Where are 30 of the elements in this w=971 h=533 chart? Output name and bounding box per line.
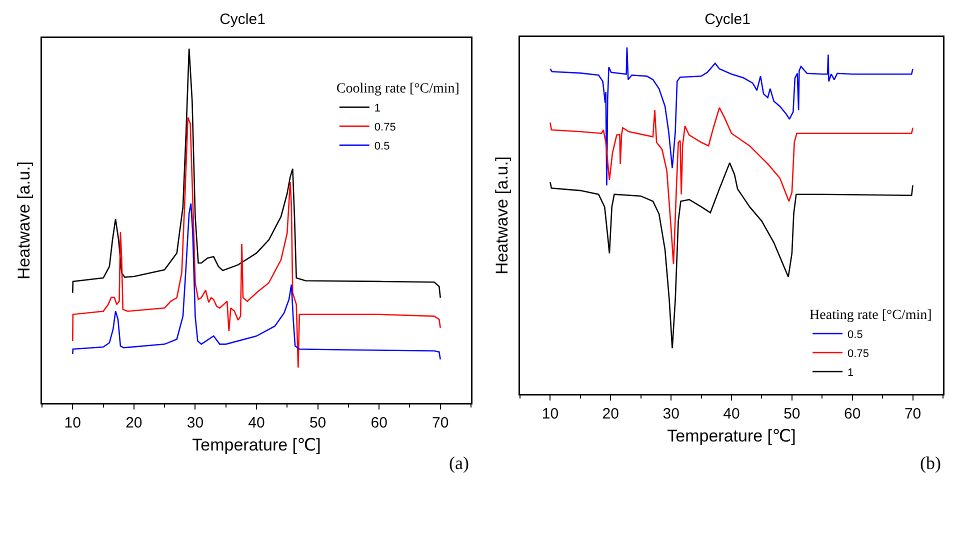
x-tick-label: 50	[784, 405, 800, 422]
text: (a)	[449, 453, 469, 473]
text: (b)	[920, 453, 941, 473]
x-axis-title: Temperature [℃]	[667, 426, 796, 446]
x-tick-label: 40	[248, 414, 265, 432]
x-tick-label: 50	[309, 414, 326, 432]
legend-label: 1	[848, 366, 854, 379]
legend-label: 0.75	[374, 121, 396, 134]
legend-title: Heating rate [°C/min]	[810, 308, 932, 324]
legend-label: 1	[374, 102, 381, 114]
x-axis-title: Temperature [℃]	[192, 436, 321, 455]
x-tick-label: 70	[432, 414, 449, 432]
x-tick-label: 40	[723, 405, 740, 422]
x-tick-label: 30	[186, 414, 204, 432]
y-axis-title: Heatwave [a.u.]	[14, 161, 34, 280]
legend-label: 0.5	[374, 140, 390, 152]
x-tick-label: 20	[126, 414, 142, 432]
x-tick-label: 10	[64, 414, 81, 432]
chart-title: Cycle1	[704, 10, 750, 28]
x-tick-label: 60	[844, 405, 861, 422]
legend-title: Cooling rate [°C/min]	[336, 82, 460, 97]
legend-label: 0.75	[848, 348, 869, 360]
x-tick-label: 30	[662, 405, 680, 422]
x-tick-label: 60	[370, 414, 388, 432]
x-tick-label: 20	[602, 405, 619, 422]
chart-title: Cycle1	[220, 10, 266, 28]
x-tick-label: 70	[904, 405, 922, 422]
x-tick-label: 10	[542, 405, 559, 422]
y-axis-title: Heatwave [a.u.]	[492, 156, 512, 275]
legend-label: 0.5	[848, 328, 863, 341]
